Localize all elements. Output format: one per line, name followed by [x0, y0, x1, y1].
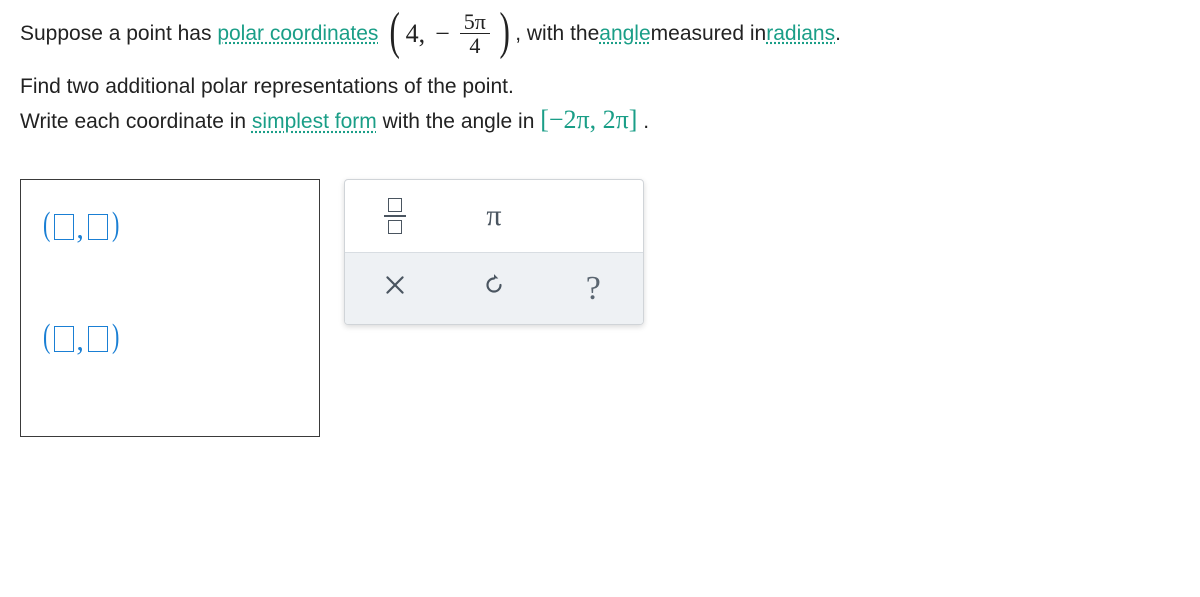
symbol-palette: π ?	[344, 179, 644, 325]
instr-period: .	[643, 110, 649, 133]
palette-row-2: ?	[345, 252, 643, 324]
answer-1-theta-input[interactable]	[88, 214, 108, 240]
reset-icon	[481, 272, 507, 305]
text-middle2: measured in	[651, 22, 767, 46]
pi-button[interactable]: π	[444, 180, 543, 252]
pi-icon: π	[486, 199, 501, 233]
link-radians[interactable]: radians	[766, 22, 835, 46]
reset-button[interactable]	[444, 253, 543, 324]
instruction-line-2: Write each coordinate in simplest form w…	[20, 105, 1180, 135]
work-area: ( , ) ( , ) π	[20, 179, 1180, 437]
answer-1-r-input[interactable]	[54, 214, 74, 240]
answer-2-r-input[interactable]	[54, 326, 74, 352]
clear-button[interactable]	[345, 253, 444, 324]
link-polar-coordinates[interactable]: polar coordinates	[217, 22, 378, 46]
link-angle[interactable]: angle	[599, 22, 650, 46]
answer-box: ( , ) ( , )	[20, 179, 320, 437]
frac-numerator: 5π	[460, 10, 490, 34]
minus-sign: −	[429, 19, 456, 49]
coord-comma: ,	[419, 19, 430, 49]
answer-tuple-2[interactable]: ( , )	[41, 318, 299, 356]
problem-line-1: Suppose a point has polar coordinates ( …	[20, 10, 1180, 57]
help-icon: ?	[586, 270, 601, 308]
fraction-button[interactable]	[345, 180, 444, 252]
instr-2b: with the angle in	[383, 110, 541, 133]
instruction-line-1: Find two additional polar representation…	[20, 75, 1180, 99]
answer-2-theta-input[interactable]	[88, 326, 108, 352]
coord-angle-fraction: 5π 4	[460, 10, 490, 57]
text-period: .	[835, 22, 841, 46]
interval: [−2π, 2π]	[540, 105, 637, 134]
coord-r: 4	[406, 19, 419, 49]
close-icon	[382, 272, 408, 305]
palette-row-1: π	[345, 180, 643, 252]
help-button[interactable]: ?	[544, 253, 643, 324]
fraction-icon	[384, 198, 406, 234]
instr-2a: Write each coordinate in	[20, 110, 252, 133]
frac-denominator: 4	[465, 34, 484, 57]
text-prefix: Suppose a point has	[20, 22, 211, 46]
text-middle: , with the	[515, 22, 599, 46]
link-simplest-form[interactable]: simplest form	[252, 110, 377, 133]
palette-spacer-1	[544, 180, 643, 252]
answer-tuple-1[interactable]: ( , )	[41, 206, 299, 244]
